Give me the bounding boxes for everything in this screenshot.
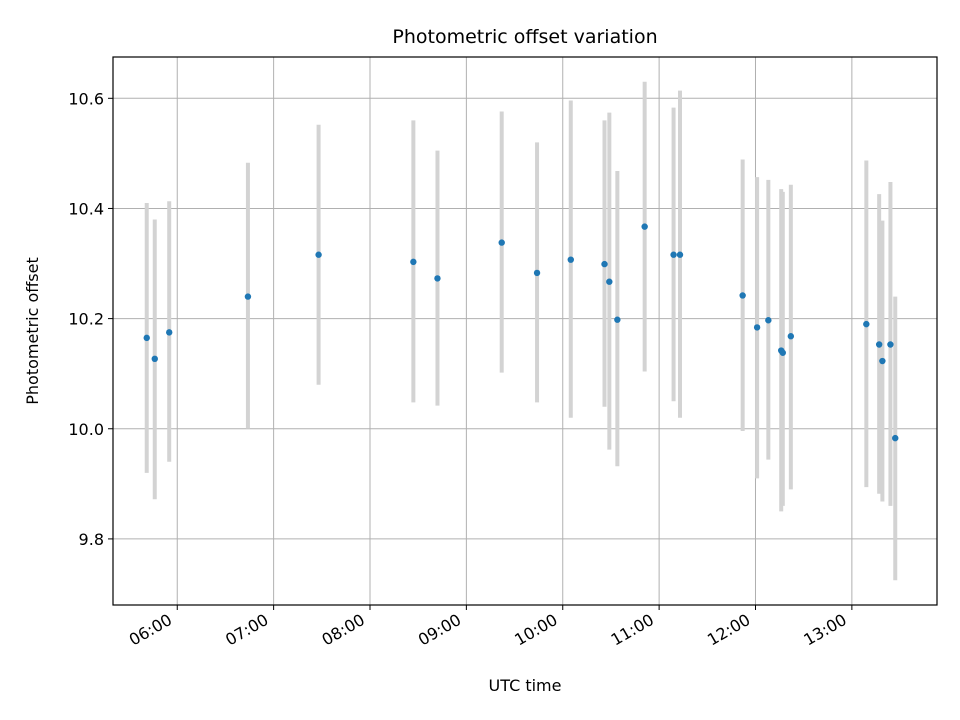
grid [113, 57, 937, 605]
data-point [765, 317, 772, 324]
data-point [753, 324, 761, 331]
data-point [410, 258, 417, 266]
y-tick-label: 10.2 [68, 310, 104, 329]
data-point [887, 341, 894, 348]
data-point [879, 357, 886, 365]
data-point [739, 292, 746, 299]
data-point [567, 256, 574, 263]
data-point [151, 355, 158, 363]
data-point [614, 316, 621, 323]
y-axis-title: Photometric offset [23, 257, 42, 405]
data-point [641, 223, 648, 230]
data-point [606, 278, 613, 285]
data-point [498, 239, 505, 246]
y-tick-label: 10.6 [68, 89, 104, 108]
data-points [143, 223, 899, 442]
data-point [143, 334, 150, 342]
data-point [787, 333, 795, 340]
data-point [676, 251, 684, 258]
data-point [601, 260, 608, 268]
data-point [779, 349, 787, 356]
data-point [244, 293, 252, 300]
y-tick-label: 10.0 [68, 420, 104, 439]
x-axis-title: UTC time [489, 676, 562, 695]
data-point [670, 251, 677, 258]
data-point [434, 275, 441, 282]
data-point [315, 251, 322, 258]
y-axis-ticks: 9.8 10.0 10.2 10.4 10.6 [68, 89, 113, 549]
y-tick-label: 9.8 [79, 530, 104, 549]
y-tick-label: 10.4 [68, 199, 104, 218]
data-point [875, 341, 883, 348]
chart-title: Photometric offset variation [392, 26, 657, 48]
data-point [533, 269, 541, 277]
plot-frame [112, 56, 938, 606]
data-point [863, 320, 870, 328]
data-point [892, 434, 899, 442]
data-point [166, 329, 173, 336]
